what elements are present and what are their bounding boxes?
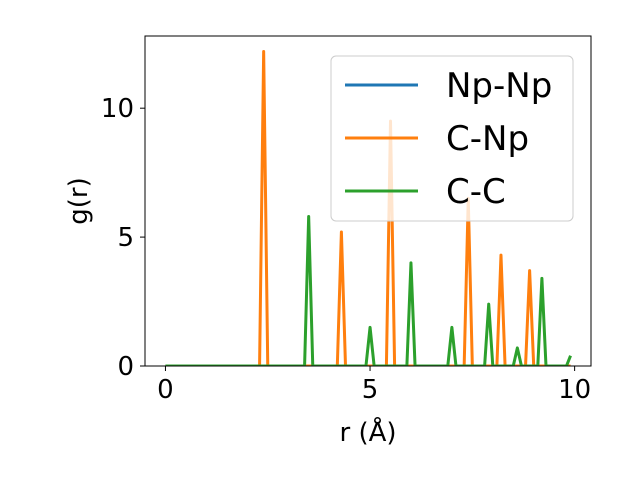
series-layer bbox=[165, 49, 572, 366]
y-tick-label: 10 bbox=[101, 94, 134, 124]
x-axis-ticks: 0 5 10 bbox=[157, 366, 591, 405]
legend-label: C-C bbox=[446, 172, 506, 212]
series-line-c-c bbox=[165, 214, 572, 366]
legend-box bbox=[330, 55, 574, 222]
x-tick-label: 10 bbox=[558, 375, 591, 405]
y-tick-label: 5 bbox=[117, 223, 134, 253]
plot-frame bbox=[144, 35, 592, 367]
legend: Np-Np C-Np C-C bbox=[330, 55, 574, 222]
legend-label: Np-Np bbox=[446, 66, 552, 106]
y-tick-label: 0 bbox=[117, 352, 134, 382]
y-axis-ticks: 0 5 10 bbox=[101, 94, 145, 382]
x-tick-label: 0 bbox=[157, 375, 174, 405]
legend-label: C-Np bbox=[446, 119, 529, 159]
y-axis-label: g(r) bbox=[64, 177, 94, 224]
x-axis-label: r (Å) bbox=[339, 416, 396, 448]
x-tick-label: 5 bbox=[362, 375, 379, 405]
